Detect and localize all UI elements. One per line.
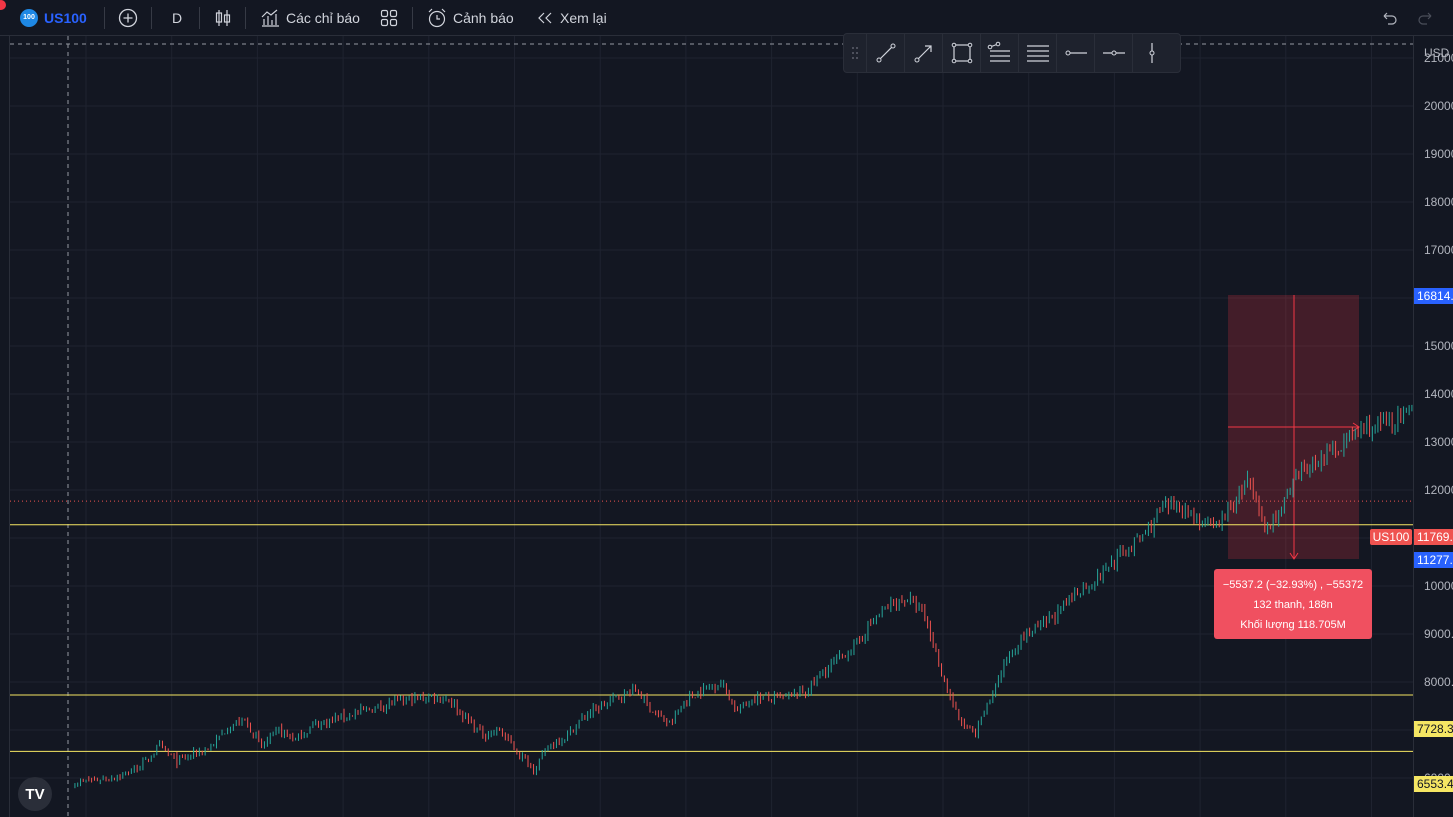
- candles-icon: [215, 9, 231, 26]
- alert-button[interactable]: Cảnh báo: [426, 0, 514, 35]
- symbol-logo-icon: 100: [20, 8, 38, 27]
- fib-tool[interactable]: [980, 34, 1018, 72]
- axis-tag-high: 16814.: [1414, 288, 1453, 304]
- toolbar-divider: [151, 7, 152, 29]
- price-tick-label: 9000.0: [1424, 627, 1453, 641]
- measure-volume: Khối lượng 118.705M: [1240, 619, 1346, 631]
- price-tick-label: 12000.0: [1424, 483, 1453, 497]
- lines-icon: [1026, 45, 1049, 62]
- indicators-button[interactable]: Các chỉ báo: [260, 0, 360, 35]
- price-tick-label: 14000.0: [1424, 387, 1453, 401]
- indicators-icon: [261, 9, 279, 27]
- drag-handle-icon[interactable]: [844, 34, 866, 72]
- toolbar-divider: [104, 7, 105, 29]
- price-tick-label: 15000.0: [1424, 339, 1453, 353]
- horizontal-ray-icon: [1065, 50, 1087, 56]
- arrow-head-down: [1289, 552, 1299, 560]
- horizontal-ray-tool[interactable]: [1056, 34, 1094, 72]
- price-tick-label: 17000.0: [1424, 243, 1453, 257]
- drawing-toolbar-strip: [0, 36, 10, 817]
- price-tick-label: 20000.0: [1424, 99, 1453, 113]
- trend-line-tool[interactable]: [866, 34, 904, 72]
- interval-label: D: [172, 9, 183, 26]
- price-axis[interactable]: USD 21000.0 20000.0 19000.0 18000.0 17000.0 1…: [1413, 36, 1453, 817]
- symbol-name: US100: [44, 9, 87, 26]
- axis-tag-current: 11769.: [1414, 529, 1453, 545]
- measure-change: −5537.2 (−32.93%) , −55372: [1222, 579, 1364, 591]
- vertical-line-icon: [1149, 43, 1154, 63]
- alarm-clock-icon: [428, 8, 446, 27]
- currency-label: USD: [1424, 46, 1450, 60]
- undo-button[interactable]: [1380, 0, 1398, 35]
- replay-label: Xem lại: [560, 9, 607, 26]
- redo-icon: [1418, 12, 1432, 25]
- horizontal-line-icon: [1102, 50, 1125, 56]
- grid-layout-icon: [380, 9, 398, 26]
- price-chart[interactable]: [10, 36, 1413, 817]
- axis-tag-level1: 7728.3: [1414, 721, 1453, 737]
- undo-icon: [1383, 12, 1397, 25]
- redo-button[interactable]: [1417, 0, 1435, 35]
- layouts-button[interactable]: [380, 0, 398, 35]
- vertical-line-tool[interactable]: [1132, 34, 1170, 72]
- fib-channel-icon: [987, 41, 1010, 62]
- indicators-label: Các chỉ báo: [286, 9, 360, 26]
- price-tick-label: 18000.0: [1424, 195, 1453, 209]
- price-tick-label: 21000.0: [1424, 51, 1453, 65]
- rewind-icon: [538, 12, 552, 23]
- notification-dot: [0, 0, 6, 10]
- drawing-floating-toolbar: [843, 33, 1181, 73]
- parallel-channel-tool[interactable]: [1018, 34, 1056, 72]
- measure-bars: 132 thanh, 188n: [1253, 599, 1333, 611]
- rectangle-tool[interactable]: [942, 34, 980, 72]
- arrow-line-icon: [914, 45, 932, 63]
- price-tick-label: 10000.0: [1424, 579, 1453, 593]
- arrow-tool[interactable]: [904, 34, 942, 72]
- axis-tag-low: 11277.: [1414, 552, 1453, 568]
- rectangle-icon: [951, 42, 972, 64]
- price-tick-label: 8000.0: [1424, 675, 1453, 689]
- tradingview-logo[interactable]: TV: [18, 777, 52, 811]
- chart-pane[interactable]: TV: [10, 36, 1413, 817]
- horizontal-line-tool[interactable]: [1094, 34, 1132, 72]
- price-tick-label: 19000.0: [1424, 147, 1453, 161]
- alert-label: Cảnh báo: [453, 9, 514, 26]
- replay-button[interactable]: Xem lại: [536, 0, 607, 35]
- chart-type-button[interactable]: [214, 0, 232, 35]
- interval-button[interactable]: D: [172, 0, 182, 35]
- compare-symbol-button[interactable]: [118, 0, 138, 35]
- top-toolbar: 100 US100 D Các chỉ báo Cảnh báo Xem lại: [0, 0, 1453, 36]
- symbol-search[interactable]: 100 US100: [20, 0, 87, 35]
- toolbar-divider: [199, 7, 200, 29]
- toolbar-divider: [412, 7, 413, 29]
- add-circle-icon: [118, 8, 138, 27]
- toolbar-divider: [245, 7, 246, 29]
- price-tick-label: 13000.0: [1424, 435, 1453, 449]
- trend-line-icon: [876, 43, 895, 63]
- axis-tag-level2: 6553.4: [1414, 776, 1453, 792]
- measure-info-box: −5537.2 (−32.93%) , −55372 132 thanh, 18…: [1214, 569, 1372, 639]
- symbol-price-label: US100: [1370, 529, 1412, 545]
